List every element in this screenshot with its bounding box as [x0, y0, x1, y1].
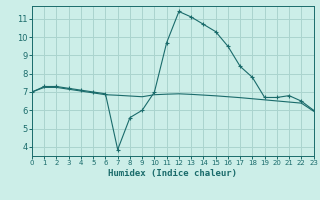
X-axis label: Humidex (Indice chaleur): Humidex (Indice chaleur): [108, 169, 237, 178]
